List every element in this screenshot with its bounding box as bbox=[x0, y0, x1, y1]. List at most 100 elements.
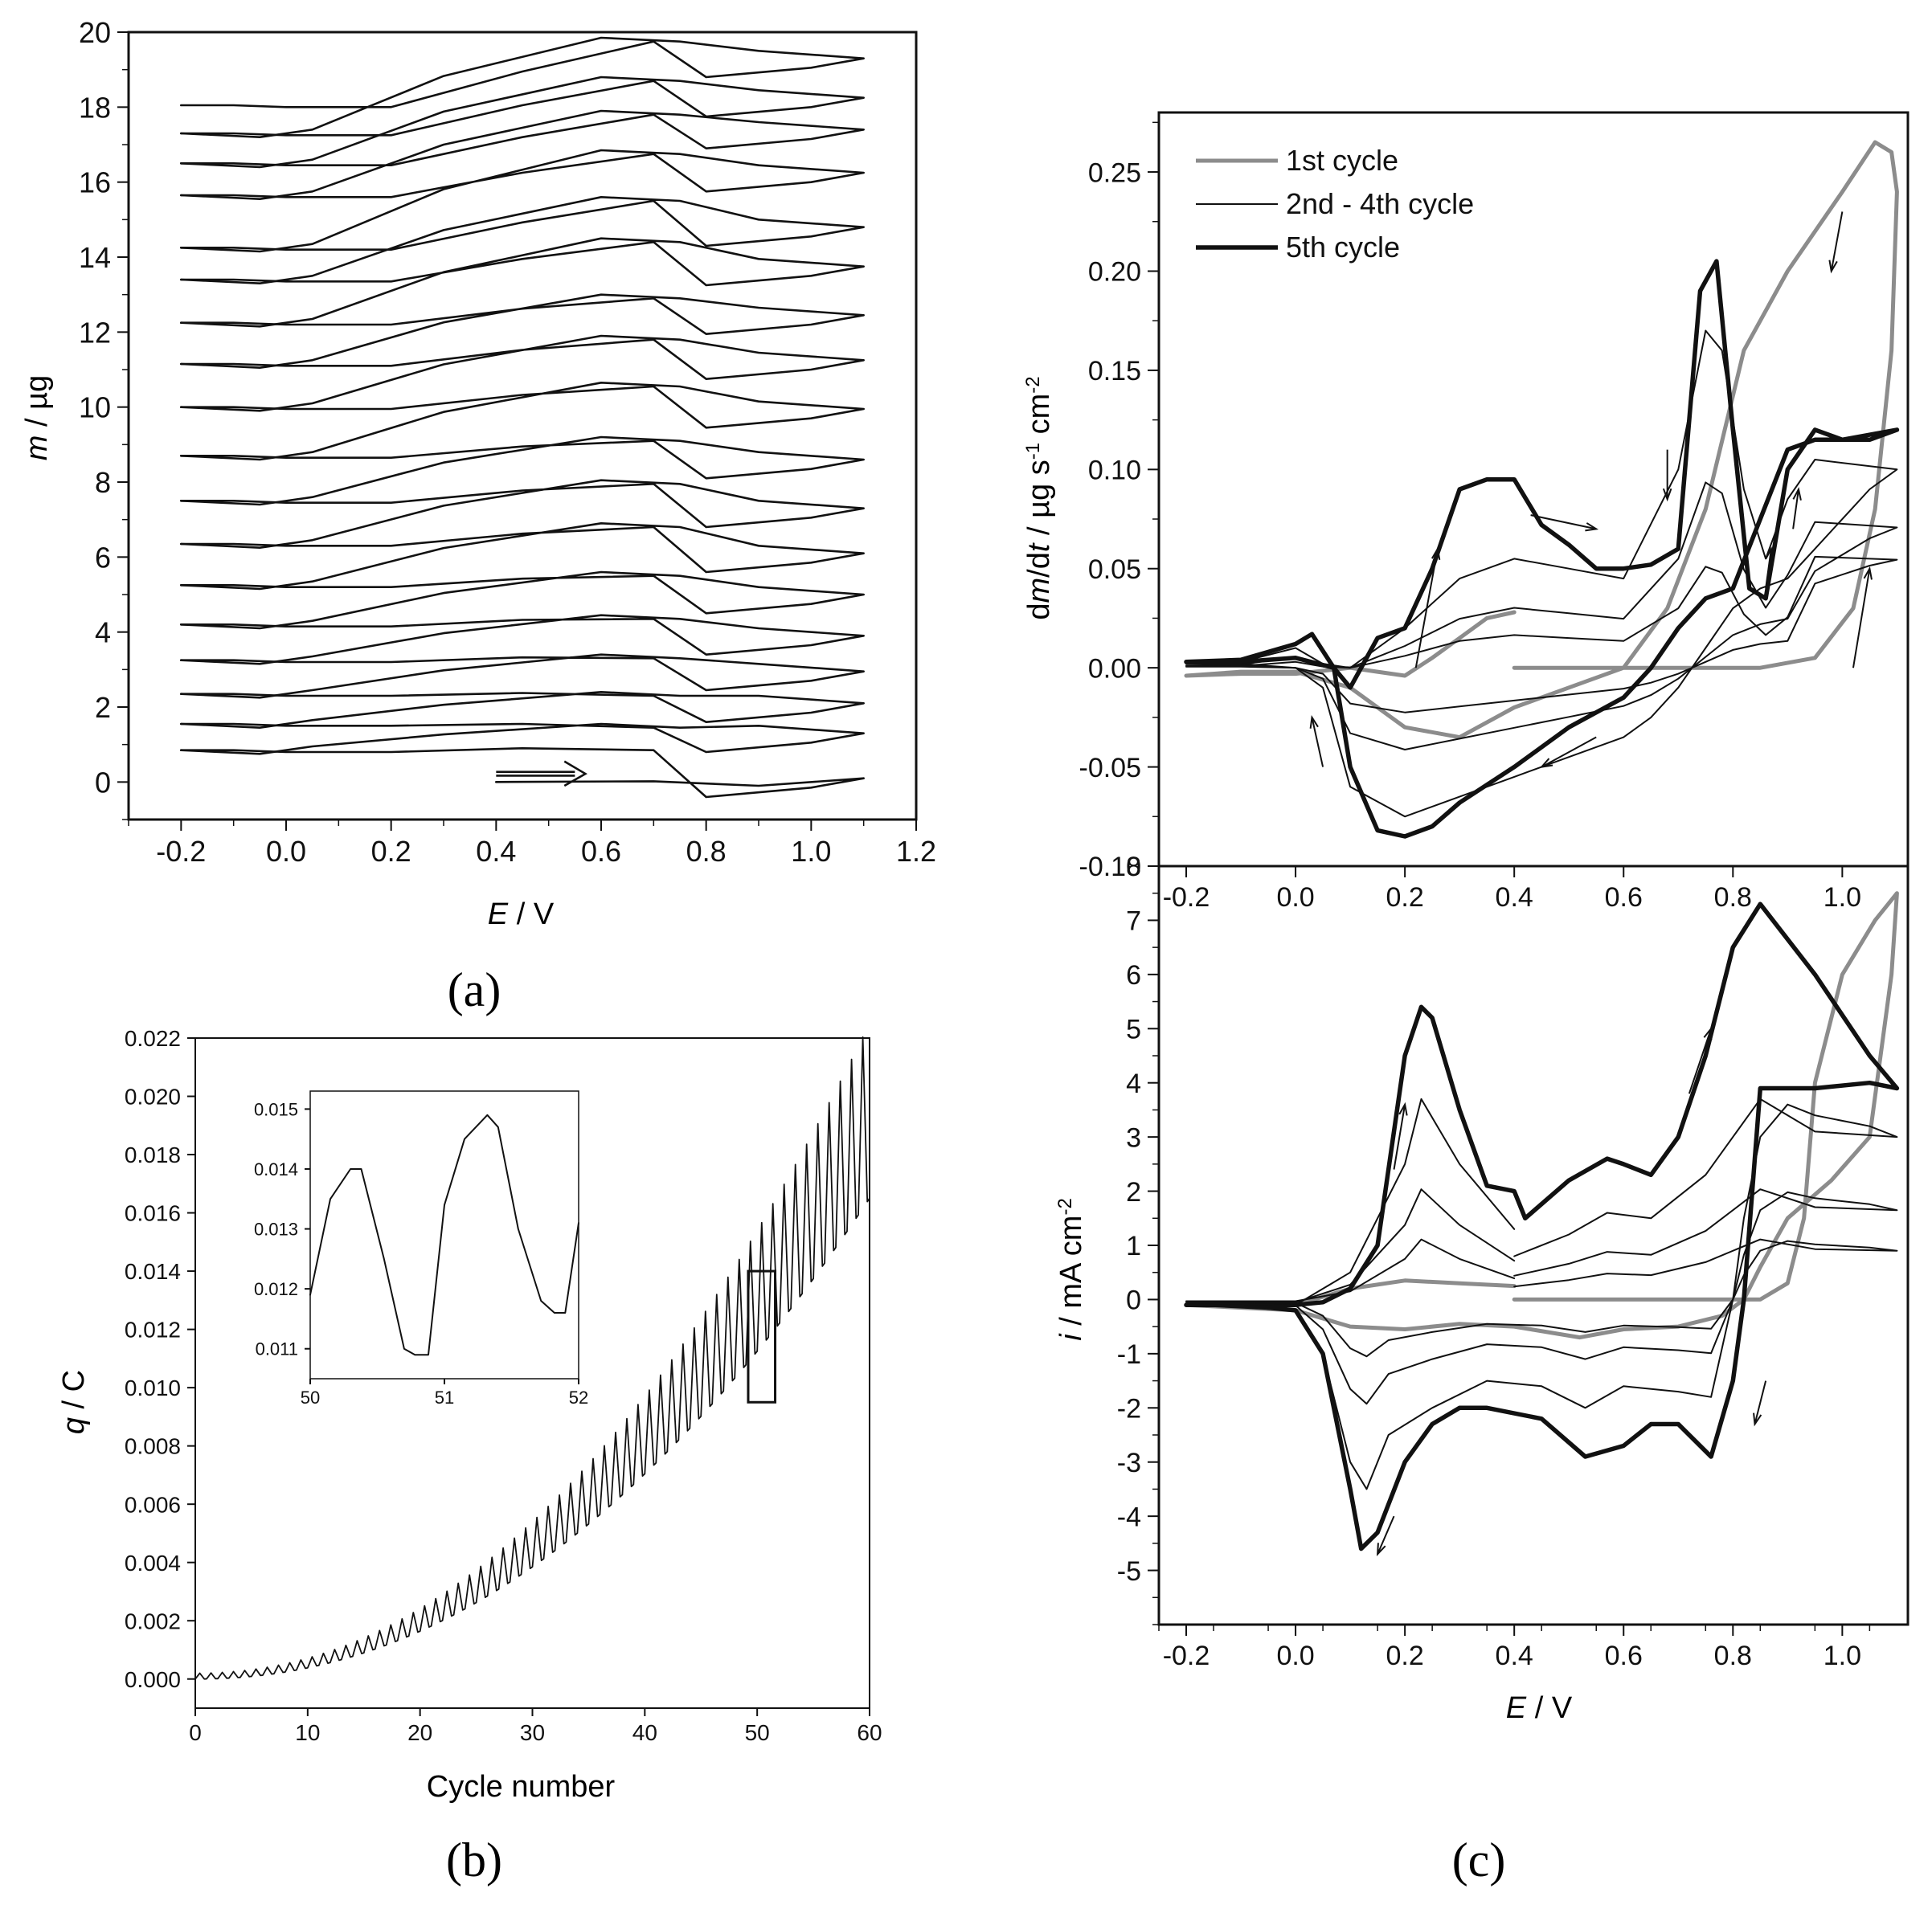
chart-c-bottom-ytick-label: 6 bbox=[1126, 960, 1141, 991]
chart-c-top-arrow-head bbox=[1431, 546, 1441, 561]
chart-c-top-arrow bbox=[1414, 546, 1441, 668]
chart-c-bottom-ytick-label: -5 bbox=[1117, 1556, 1141, 1587]
chart-b-inset-background bbox=[310, 1091, 579, 1379]
chart-c-top-cycle-line bbox=[1185, 481, 1898, 750]
chart-c-bottom-ytick-label: 3 bbox=[1126, 1122, 1141, 1153]
panel-c-xlabel: E / V bbox=[1506, 1691, 1573, 1725]
chart-b-ytick-label: 0.004 bbox=[125, 1551, 181, 1576]
chart-c-bottom-xtick-label: 0.6 bbox=[1605, 1641, 1643, 1671]
chart-a-axes: -0.2 0.0 0.2 0.4 0.6 0.8 1.0 1.2 0 2 4 6 8 10 12 14 16 18… bbox=[79, 16, 936, 868]
panel-a-xlabel: E / V bbox=[488, 897, 555, 931]
chart-c-bottom-xtick-label: 0.2 bbox=[1386, 1641, 1423, 1671]
chart-c-bottom-xtick-label: 0.0 bbox=[1276, 1641, 1314, 1671]
chart-c-legend-label: 1st cycle bbox=[1286, 144, 1398, 177]
chart-c-bottom-ytick-label: -4 bbox=[1117, 1502, 1141, 1532]
chart-a-cycle-line bbox=[180, 196, 865, 284]
panel-b-xlabel: Cycle number bbox=[427, 1770, 616, 1804]
chart-a-ytick-label: 20 bbox=[79, 16, 111, 49]
chart-c-top-series-5th-cycle bbox=[1184, 259, 1900, 839]
chart-c-top-arrow-shaft bbox=[1530, 514, 1597, 530]
chart-b-inset-ytick-label: 0.014 bbox=[254, 1159, 298, 1179]
chart-a-cycle-line bbox=[180, 76, 865, 169]
chart-a-cycle-line bbox=[180, 149, 865, 253]
chart-a-cycle-line bbox=[180, 614, 865, 665]
chart-c-top-arrow bbox=[1530, 514, 1599, 532]
chart-c-bottom-arrow-head bbox=[1376, 1543, 1386, 1557]
chart-c-legend-label: 2nd - 4th cycle bbox=[1286, 187, 1474, 220]
chart-b-inset-ytick-label: 0.015 bbox=[254, 1099, 298, 1119]
chart-b-ytick-label: 0.020 bbox=[125, 1085, 181, 1110]
chart-c-top-xtick-label: 0.2 bbox=[1386, 882, 1423, 913]
chart-c-bottom-arrow bbox=[1393, 1102, 1408, 1170]
chart-a-xtick-label: 0.4 bbox=[476, 835, 516, 868]
chart-b-ytick-label: 0.010 bbox=[125, 1376, 181, 1400]
chart-b-xtick-label: 0 bbox=[189, 1720, 202, 1745]
chart-c-bottom-cycle-line bbox=[1185, 1238, 1898, 1358]
chart-b-inset-ytick-label: 0.012 bbox=[254, 1279, 298, 1299]
chart-c-top-arrow-head bbox=[1765, 546, 1774, 560]
chart-c-top-arrow-head bbox=[1828, 260, 1838, 274]
chart-c-bottom-ytick-label: 4 bbox=[1126, 1069, 1141, 1099]
chart-a-xtick-label: 0.0 bbox=[266, 835, 306, 868]
chart-c-top-arrow-head bbox=[1662, 488, 1672, 502]
chart-b-xtick-label: 10 bbox=[295, 1720, 320, 1745]
chart-c-top-xtick-label: 0.8 bbox=[1714, 882, 1752, 913]
chart-c-bottom-arrow-shaft bbox=[1754, 1380, 1767, 1425]
panel-b-ylabel: q / C bbox=[57, 1370, 91, 1434]
chart-c-bottom-arrow-head bbox=[1753, 1412, 1762, 1427]
chart-b-inset-line bbox=[309, 1114, 579, 1356]
chart-c-top-arrow-head bbox=[1539, 758, 1553, 768]
chart-b-xtick-label: 40 bbox=[632, 1720, 657, 1745]
panel-a-ylabel: m / µg bbox=[20, 375, 54, 460]
chart-b-inset-xtick-label: 52 bbox=[569, 1388, 588, 1408]
chart-a-xtick-label: 1.0 bbox=[791, 835, 831, 868]
chart-c-top-xtick-label: 0.0 bbox=[1276, 882, 1314, 913]
chart-b-inset-axes: 50 51 52 0.011 0.012 0.013 0.014 0.015 bbox=[254, 1090, 588, 1408]
chart-a-cycle-line bbox=[180, 435, 865, 506]
chart-b-highlight-box bbox=[747, 1269, 777, 1404]
chart-c-bottom-arrow bbox=[1688, 1026, 1713, 1094]
chart-a-cycle-line bbox=[180, 382, 865, 461]
chart-marks-layer: -0.2 0.0 0.2 0.4 0.6 0.8 1.0 1.2024681012141618… bbox=[79, 16, 1909, 1745]
chart-c-top-arrow-shaft bbox=[1830, 211, 1844, 272]
panel-b: q / C Cycle number (b) bbox=[57, 1370, 616, 1887]
chart-c-top-arrow bbox=[1539, 736, 1597, 768]
chart-c-bottom-axes: -0.2 0.0 0.2 0.4 0.6 0.8 1.0 -5 -4 -3 -2 -1 0 1 2 3 4 5 6 7… bbox=[1117, 852, 1909, 1671]
chart-a-cycle-line bbox=[180, 293, 865, 369]
chart-c-top-xtick-label: -0.2 bbox=[1163, 882, 1210, 913]
chart-a-cycle-line bbox=[180, 237, 865, 328]
chart-c-top-arrow bbox=[1765, 546, 1774, 589]
chart-c-top-arrow-shaft bbox=[1311, 717, 1324, 767]
chart-c-top-arrow-head bbox=[1585, 522, 1599, 532]
chart-a-cycle-line bbox=[180, 691, 865, 729]
chart-b-ytick-label: 0.016 bbox=[125, 1201, 181, 1226]
chart-a-xtick-label: -0.2 bbox=[156, 835, 206, 868]
chart-b-charge-line bbox=[194, 1036, 870, 1680]
chart-c-top-arrow-head bbox=[1863, 566, 1873, 580]
chart-c-top-arrow bbox=[1662, 449, 1672, 502]
chart-c-top-arrow-shaft bbox=[1852, 568, 1871, 668]
chart-b-ytick-label: 0.022 bbox=[125, 1026, 181, 1051]
panel-c-label: (c) bbox=[1452, 1833, 1506, 1887]
chart-c-legend: 1st cycle 2nd - 4th cycle 5th cycle bbox=[1196, 144, 1474, 264]
chart-a-cycle-line bbox=[180, 479, 865, 549]
chart-b-ytick-label: 0.002 bbox=[125, 1609, 181, 1633]
chart-c-top-arrow bbox=[1828, 211, 1844, 274]
chart-a-arrow-head bbox=[563, 760, 587, 787]
chart-c-top-ytick-label: 0.00 bbox=[1088, 653, 1141, 684]
chart-c-bottom-xtick-label: 1.0 bbox=[1824, 1641, 1861, 1671]
chart-c-bottom-ytick-label: -3 bbox=[1117, 1448, 1141, 1478]
chart-a-cycle-line bbox=[180, 36, 865, 138]
chart-c-top-xtick-label: 1.0 bbox=[1824, 882, 1861, 913]
chart-b-ytick-label: 0.014 bbox=[125, 1259, 181, 1284]
chart-b-xtick-label: 30 bbox=[520, 1720, 545, 1745]
chart-a-ytick-label: 0 bbox=[95, 766, 111, 799]
chart-c-bottom-ytick-label: 8 bbox=[1126, 852, 1141, 882]
chart-c-top-xtick-label: 0.6 bbox=[1605, 882, 1643, 913]
chart-c-bottom-ytick-label: 2 bbox=[1126, 1177, 1141, 1208]
chart-c-bottom-ytick-label: 5 bbox=[1126, 1015, 1141, 1045]
chart-c-top-arrow-head bbox=[1792, 487, 1802, 501]
chart-c-top-ytick-label: -0.10 bbox=[1079, 852, 1142, 882]
chart-b-ytick-label: 0.006 bbox=[125, 1492, 181, 1517]
panel-c-bottom-ylabel: i / mA cm-2 bbox=[1054, 1198, 1088, 1341]
